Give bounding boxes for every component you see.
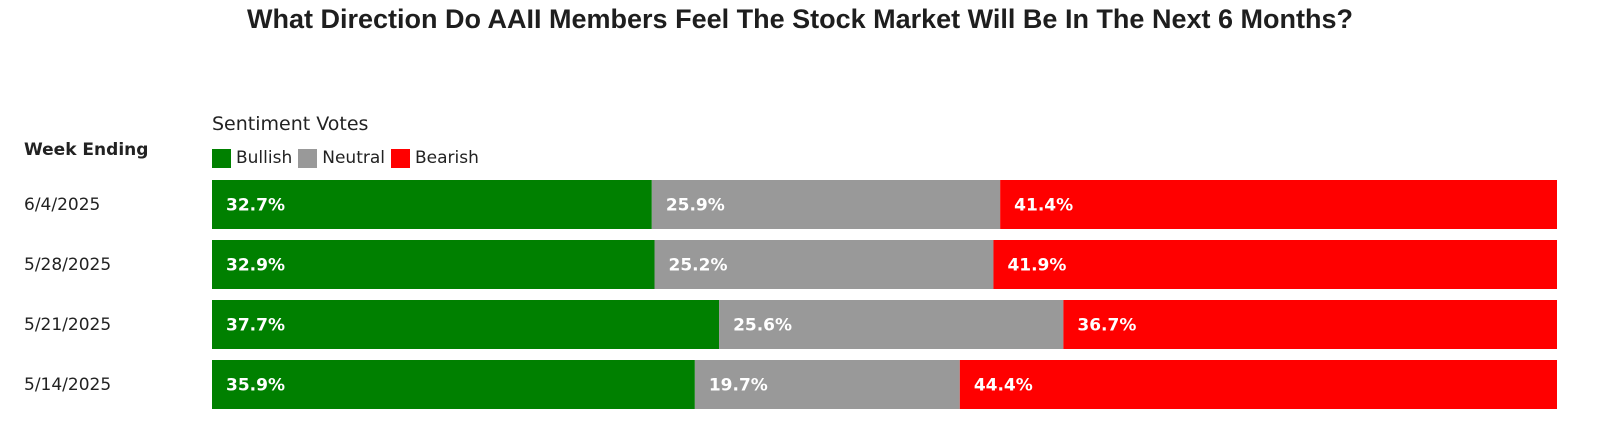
data-label-bearish: 44.4%: [974, 376, 1033, 396]
legend-swatch-neutral: [298, 148, 318, 168]
data-label-neutral: 25.6%: [733, 316, 792, 336]
bar-segment-bearish: [1063, 300, 1557, 349]
legend-swatch-bearish: [391, 148, 410, 168]
bar-segment-bullish: [212, 300, 720, 349]
bar-segment-bullish: [212, 240, 655, 289]
bar-segment-bullish: [212, 360, 695, 409]
row-label: 5/14/2025: [24, 375, 112, 395]
legend-label-bearish: Bearish: [415, 148, 479, 168]
data-label-bearish: 41.4%: [1014, 196, 1073, 216]
bar-segment-bearish: [959, 360, 1557, 409]
bar-segment-neutral: [654, 240, 994, 289]
data-label-neutral: 25.2%: [669, 256, 728, 276]
bar-segment-bullish: [212, 180, 652, 229]
data-label-bullish: 32.7%: [226, 196, 285, 216]
legend-label-neutral: Neutral: [322, 148, 385, 168]
data-label-neutral: 25.9%: [666, 196, 725, 216]
bar-segment-neutral: [719, 300, 1064, 349]
legend-title: Sentiment Votes: [212, 113, 369, 135]
bar-segment-bearish: [993, 240, 1557, 289]
row-label: 5/21/2025: [24, 315, 112, 335]
data-label-bullish: 35.9%: [226, 376, 285, 396]
bar-segment-bearish: [1000, 180, 1557, 229]
row-label: 5/28/2025: [24, 255, 112, 275]
legend-item-bullish: Bullish: [212, 148, 292, 168]
chart-title: What Direction Do AAII Members Feel The …: [247, 4, 1353, 34]
row-label: 6/4/2025: [24, 195, 101, 215]
legend-item-bearish: Bearish: [391, 148, 479, 168]
bar-segment-neutral: [694, 360, 960, 409]
legend: Bullish Neutral Bearish: [212, 148, 485, 168]
legend-swatch-bullish: [212, 148, 231, 168]
bar-segment-neutral: [651, 180, 1001, 229]
data-label-bullish: 37.7%: [226, 316, 285, 336]
data-label-neutral: 19.7%: [709, 376, 768, 396]
data-label-bullish: 32.9%: [226, 256, 285, 276]
data-label-bearish: 36.7%: [1077, 316, 1136, 336]
legend-label-bullish: Bullish: [236, 148, 293, 168]
row-header: Week Ending: [24, 140, 149, 160]
legend-item-neutral: Neutral: [298, 148, 385, 168]
data-label-bearish: 41.9%: [1007, 256, 1066, 276]
